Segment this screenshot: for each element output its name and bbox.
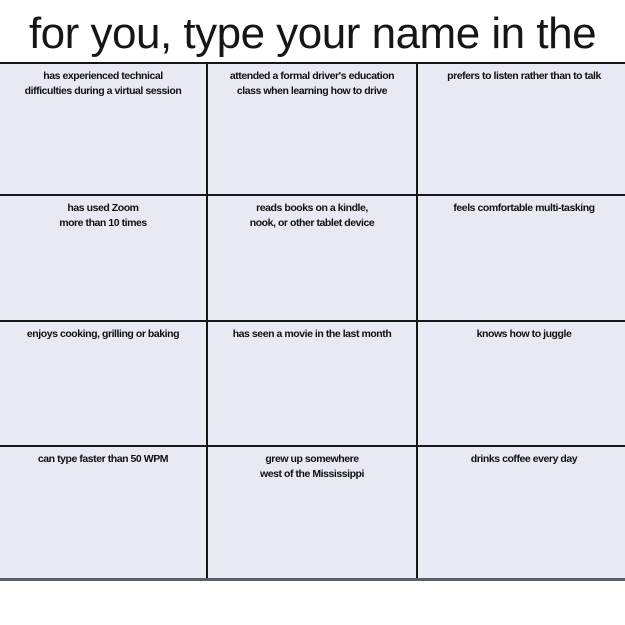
grid-cell-juggle[interactable]: knows how to juggle <box>418 322 625 447</box>
cell-prompt: drinks coffee every day <box>470 453 578 465</box>
cell-prompt: feels comfortable multi-tasking <box>453 202 595 214</box>
cell-prompt: has experienced technical difficulties d… <box>24 70 182 97</box>
cell-prompt: has seen a movie in the last month <box>232 328 392 340</box>
cell-prompt: can type faster than 50 WPM <box>37 453 169 465</box>
grid-cell-prefers-listen[interactable]: prefers to listen rather than to talk <box>418 64 625 196</box>
grid-cell-drivers-education[interactable]: attended a formal driver's education cla… <box>208 64 418 196</box>
cell-prompt: grew up somewhere west of the Mississipp… <box>259 453 364 480</box>
cell-prompt: attended a formal driver's education cla… <box>229 70 395 97</box>
grid-cell-west-mississippi[interactable]: grew up somewhere west of the Mississipp… <box>208 447 418 578</box>
title-text: for you, type your name in the <box>28 9 597 58</box>
page-title: for you, type your name in the <box>0 0 625 62</box>
grid-cell-reads-kindle[interactable]: reads books on a kindle, nook, or other … <box>208 196 418 322</box>
grid-cell-multi-tasking[interactable]: feels comfortable multi-tasking <box>418 196 625 322</box>
cell-prompt: reads books on a kindle, nook, or other … <box>249 202 375 229</box>
grid-cell-enjoys-cooking[interactable]: enjoys cooking, grilling or baking <box>0 322 208 447</box>
grid-cell-used-zoom[interactable]: has used Zoom more than 10 times <box>0 196 208 322</box>
cell-prompt: has used Zoom more than 10 times <box>59 202 147 229</box>
grid-cell-drinks-coffee[interactable]: drinks coffee every day <box>418 447 625 578</box>
cell-prompt: knows how to juggle <box>476 328 572 340</box>
cell-prompt: prefers to listen rather than to talk <box>447 70 601 82</box>
icebreaker-grid: has experienced technical difficulties d… <box>0 62 625 581</box>
cell-prompt: enjoys cooking, grilling or baking <box>26 328 180 340</box>
grid-cell-seen-movie[interactable]: has seen a movie in the last month <box>208 322 418 447</box>
grid-cell-type-fast[interactable]: can type faster than 50 WPM <box>0 447 208 578</box>
grid-cell-technical-difficulties[interactable]: has experienced technical difficulties d… <box>0 64 208 196</box>
